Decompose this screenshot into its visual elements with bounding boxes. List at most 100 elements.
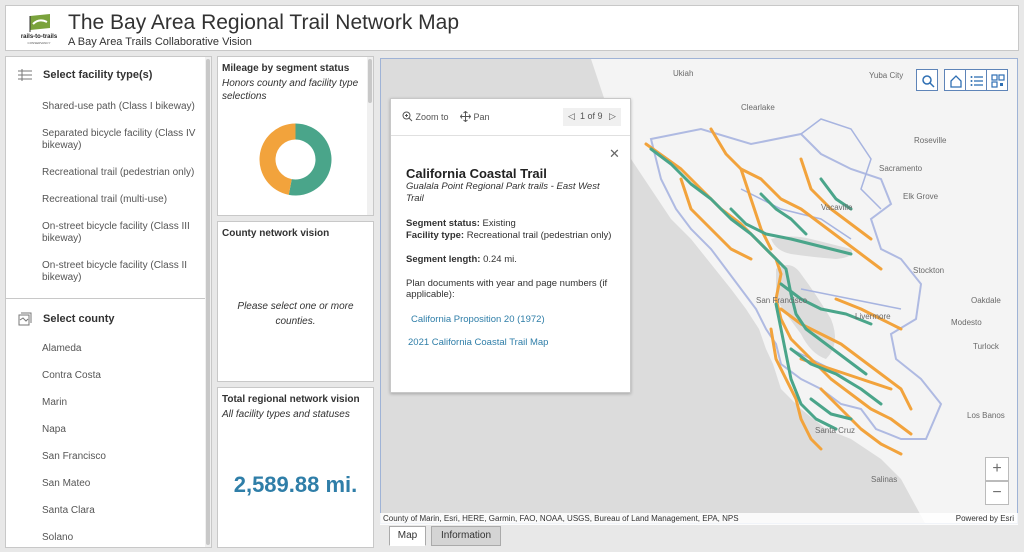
total-mileage-value: 2,589.88 mi.: [233, 472, 358, 497]
logo-subtext: CONSERVANCY: [27, 41, 51, 45]
county-option[interactable]: Santa Clara: [42, 505, 95, 516]
map-label: Clearlake: [741, 103, 775, 112]
feature-popup: Zoom to Pan ◁ 1 of 9 ▷ ✕ California Coas…: [390, 98, 631, 393]
app-header: rails-to-trails CONSERVANCY The Bay Area…: [5, 5, 1019, 51]
facility-option[interactable]: Separated bicycle facility (Class IV bik…: [42, 128, 196, 151]
map-label: Modesto: [951, 318, 982, 327]
page-title: The Bay Area Regional Trail Network Map: [68, 11, 460, 34]
county-option[interactable]: San Mateo: [42, 478, 91, 489]
mileage-subtitle: Honors county and facility type selectio…: [222, 78, 359, 102]
map-label: Elk Grove: [903, 192, 939, 201]
chevron-left-icon[interactable]: ◁: [568, 111, 575, 121]
county-vision-title: County network vision: [222, 228, 330, 239]
tab-map[interactable]: Map: [389, 526, 426, 546]
close-icon[interactable]: ✕: [609, 146, 620, 161]
list-icon: [970, 76, 983, 86]
county-option[interactable]: Alameda: [42, 343, 82, 354]
section-divider: [6, 298, 206, 299]
facility-option[interactable]: On-street bicycle facility (Class II bik…: [42, 260, 188, 283]
map-home-button[interactable]: [944, 69, 966, 91]
popup-toolbar: Zoom to Pan ◁ 1 of 9 ▷: [391, 99, 630, 136]
segment-length-value: 0.24 mi.: [483, 254, 517, 265]
county-filter-label: Select county: [43, 313, 115, 325]
zoom-out-button[interactable]: −: [985, 481, 1009, 505]
map-label: Vacaville: [821, 203, 853, 212]
zoom-in-button[interactable]: +: [985, 457, 1009, 481]
map-search-button[interactable]: [916, 69, 938, 91]
county-option[interactable]: Napa: [42, 424, 66, 435]
segment-status-field: Segment status: Existing: [406, 218, 616, 229]
county-option[interactable]: Marin: [42, 397, 68, 408]
map-attribution: County of Marin, Esri, HERE, Garmin, FAO…: [380, 513, 1018, 525]
page-subtitle: A Bay Area Trails Collaborative Vision: [68, 36, 252, 48]
county-vision-card: County network vision Please select one …: [217, 221, 374, 382]
mileage-scrollbar[interactable]: [367, 57, 373, 215]
county-option[interactable]: San Francisco: [42, 451, 106, 462]
map-label: Santa Cruz: [815, 426, 856, 435]
map-label: Yuba City: [869, 71, 904, 80]
facility-type-field: Facility type: Recreational trail (pedes…: [406, 230, 616, 241]
pan-icon: [459, 110, 472, 123]
mileage-card: Mileage by segment status Honors county …: [217, 56, 374, 216]
map-label: Sacramento: [879, 164, 923, 173]
logo-text: rails-to-trails: [20, 34, 58, 40]
facility-filter-header[interactable]: Select facility type(s): [6, 57, 206, 93]
map-label: San Francisco: [756, 296, 808, 305]
map-view[interactable]: Ukiah Yuba City Clearlake Roseville Sacr…: [380, 58, 1018, 524]
map-layers-icon: [18, 312, 32, 326]
county-option[interactable]: Contra Costa: [42, 370, 101, 381]
filter-panel: Select facility type(s) Shared-use path …: [5, 56, 212, 548]
zoom-to-label: Zoom to: [415, 112, 449, 122]
map-legend-button[interactable]: [965, 69, 987, 91]
plan-link[interactable]: California Proposition 20 (1972): [411, 314, 545, 325]
plan-documents-text: Plan documents with year and page number…: [406, 278, 608, 300]
donut-slice-existing[interactable]: [288, 123, 332, 196]
county-vision-message: Please select one or more counties.: [237, 301, 354, 327]
plan-link[interactable]: 2021 California Coastal Trail Map: [408, 337, 549, 348]
total-vision-card: Total regional network vision All facili…: [217, 387, 374, 548]
facility-option[interactable]: On-street bicycle facility (Class III bi…: [42, 221, 190, 244]
total-vision-title: Total regional network vision: [222, 394, 360, 405]
map-label: Ukiah: [673, 69, 694, 78]
qr-code-icon: [991, 74, 1005, 88]
facility-option[interactable]: Shared-use path (Class I bikeway): [42, 101, 195, 112]
zoom-to-button[interactable]: Zoom to: [402, 111, 449, 122]
search-icon: [922, 75, 935, 88]
attribution-text: County of Marin, Esri, HERE, Garmin, FAO…: [383, 514, 739, 523]
basemap: [591, 59, 1017, 523]
map-label: Livermore: [855, 312, 891, 321]
popup-subtitle: Gualala Point Regional Park trails - Eas…: [406, 181, 600, 204]
chevron-right-icon[interactable]: ▷: [609, 111, 616, 121]
pan-button[interactable]: Pan: [459, 110, 490, 123]
facility-type-label: Facility type:: [406, 230, 465, 241]
segment-status-value: Existing: [482, 218, 516, 229]
mileage-title: Mileage by segment status: [222, 63, 350, 74]
facility-option[interactable]: Recreational trail (multi-use): [42, 194, 168, 205]
segment-length-label: Segment length:: [406, 254, 481, 265]
facility-type-value: Recreational trail (pedestrian only): [466, 230, 612, 241]
facility-option[interactable]: Recreational trail (pedestrian only): [42, 167, 195, 178]
segment-length-field: Segment length: 0.24 mi.: [406, 254, 616, 265]
county-filter-header[interactable]: Select county: [6, 301, 206, 337]
map-label: Los Banos: [967, 411, 1005, 420]
mileage-donut-chart[interactable]: [258, 122, 333, 197]
powered-by-text[interactable]: Powered by Esri: [955, 514, 1014, 523]
popup-pager: ◁ 1 of 9 ▷: [563, 108, 621, 126]
county-option[interactable]: Solano: [42, 532, 74, 543]
map-qr-button[interactable]: [986, 69, 1008, 91]
map-label: Stockton: [913, 266, 945, 275]
pager-text: 1 of 9: [580, 111, 603, 121]
map-label: Oakdale: [971, 296, 1001, 305]
map-label: Turlock: [973, 342, 999, 351]
map-label: Roseville: [914, 136, 947, 145]
list-filter-icon: [18, 69, 32, 81]
popup-title: California Coastal Trail: [406, 166, 547, 181]
pan-label: Pan: [473, 112, 490, 122]
rails-to-trails-logo: rails-to-trails CONSERVANCY: [18, 12, 60, 48]
zoom-to-icon: [402, 111, 413, 122]
filter-scrollbar[interactable]: [205, 57, 211, 547]
map-label: Salinas: [871, 475, 898, 484]
total-vision-subtitle: All facility types and statuses: [222, 409, 350, 420]
donut-slice-planned[interactable]: [259, 123, 296, 195]
tab-information[interactable]: Information: [431, 526, 501, 546]
